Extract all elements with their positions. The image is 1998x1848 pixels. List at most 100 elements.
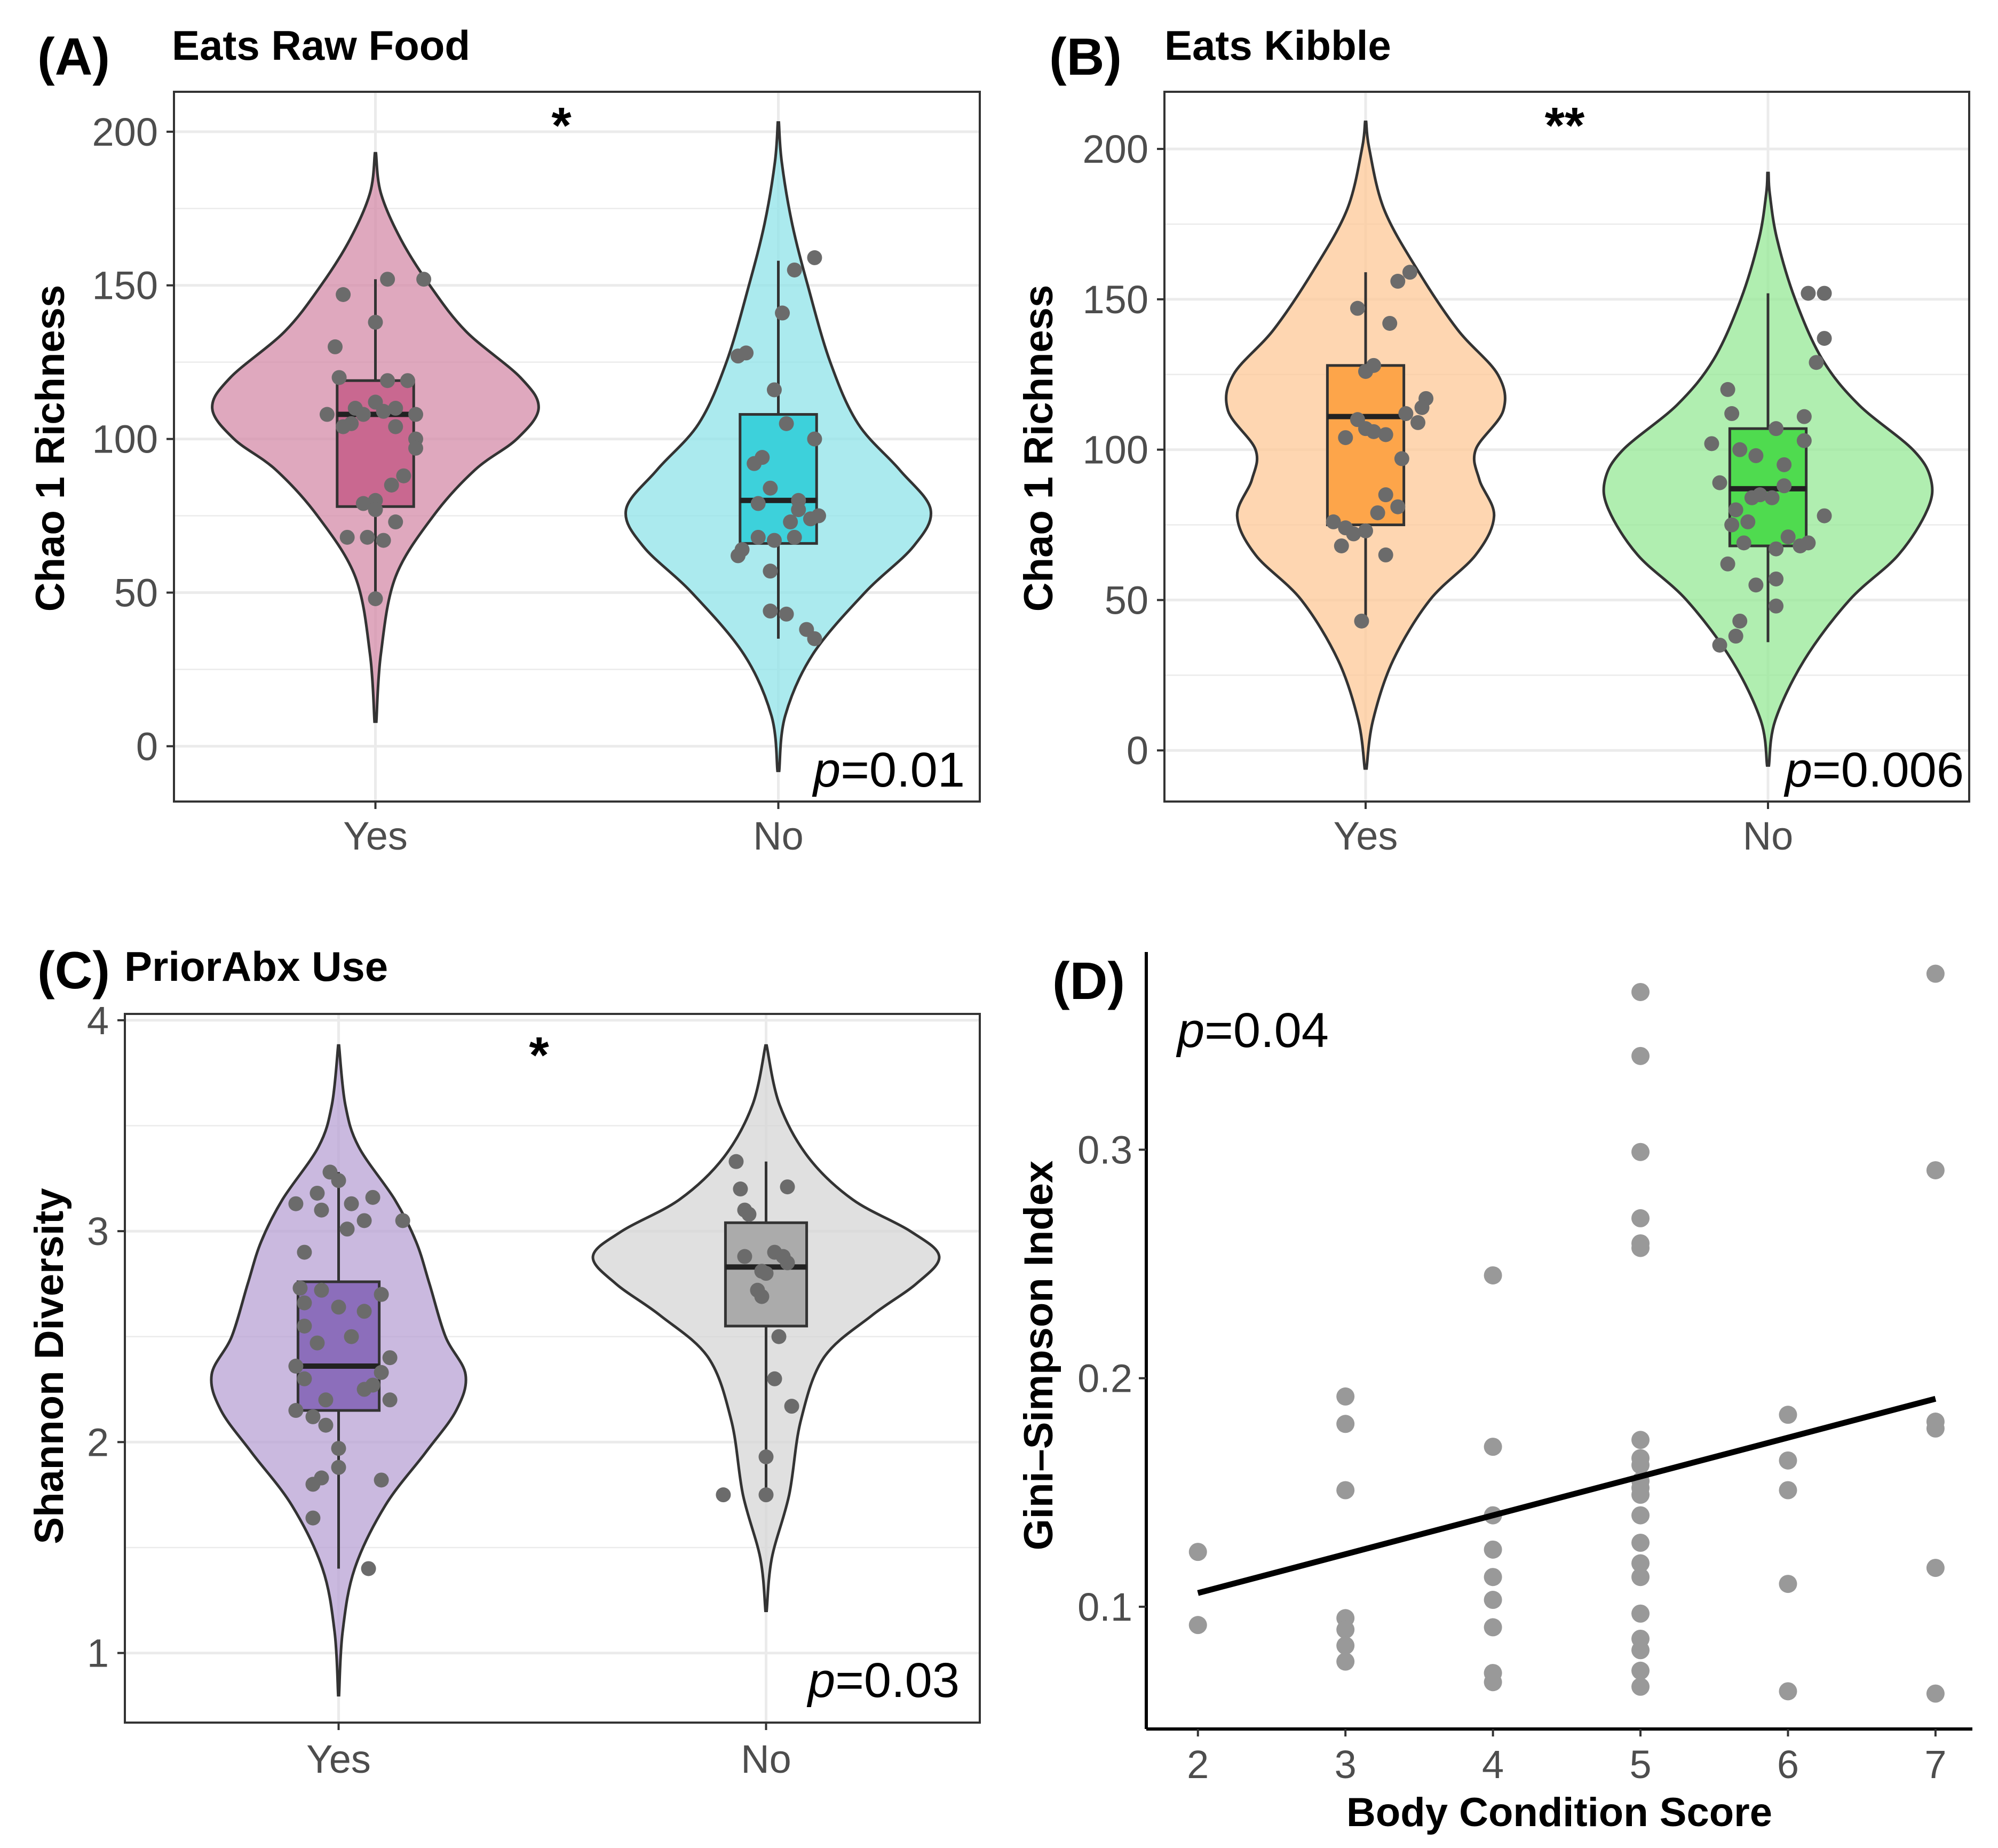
panel-a-p-number: =0.01: [841, 743, 965, 797]
panel-c-data-point: [314, 1282, 329, 1298]
panel-d-y-tick-label: 0.3: [1077, 1128, 1132, 1172]
panel-b-data-point: [1780, 529, 1796, 545]
panel-c-data-point: [339, 1222, 355, 1237]
panel-d-data-point: [1631, 1456, 1650, 1474]
panel-a-data-point: [368, 502, 383, 518]
panel-d-data-point: [1779, 1451, 1797, 1470]
panel-d-p-number: =0.04: [1204, 1003, 1329, 1058]
panel-a-marks: [173, 91, 981, 803]
panel-a-data-point: [766, 382, 782, 398]
panel-d-data-point: [1336, 1415, 1355, 1433]
panel-a-data-point: [779, 606, 794, 622]
panel-d-data-point: [1631, 1568, 1650, 1587]
panel-d: (D) Gini–Simpson Index Body Condition Sc…: [1016, 951, 1972, 1835]
panel-a-data-point: [747, 456, 762, 471]
panel-b-data-point: [1728, 502, 1743, 518]
panel-d-x-tick-label: 6: [1777, 1742, 1799, 1787]
panel-d-data-point: [1484, 1438, 1502, 1456]
panel-b-data-point: [1354, 613, 1369, 629]
panel-b-data-point: [1732, 442, 1748, 457]
panel-a-y-tick-label: 50: [114, 570, 158, 615]
panel-d-data-point: [1631, 982, 1650, 1001]
panel-d-data-point: [1926, 1419, 1945, 1438]
panel-c-data-point: [305, 1409, 321, 1424]
panel-b-data-point: [1712, 637, 1727, 653]
panel-b-data-point: [1720, 382, 1735, 397]
panel-b-data-point: [1748, 577, 1764, 593]
panel-b-p-number: =0.006: [1812, 743, 1964, 797]
panel-a-data-point: [339, 529, 355, 545]
panel-b-y-tick-label: 150: [1083, 277, 1148, 322]
panel-a-x-tick-label: No: [753, 814, 804, 858]
panel-c-data-point: [754, 1289, 770, 1304]
panel-b-data-point: [1366, 424, 1382, 439]
panel-a-data-point: [779, 416, 794, 431]
panel-d-data-point: [1631, 1486, 1650, 1504]
panel-d-data-point: [1484, 1673, 1502, 1692]
panel-c-data-point: [356, 1382, 372, 1397]
panel-c-x-tick-label: No: [741, 1737, 791, 1781]
panel-d-data-point: [1336, 1636, 1355, 1655]
panel-c-data-point: [784, 1399, 799, 1414]
panel-a-data-point: [775, 305, 790, 321]
panel-c-data-point: [297, 1295, 312, 1311]
panel-c-y-tick-label: 4: [87, 998, 109, 1043]
panel-d-x-tick-label: 4: [1482, 1742, 1504, 1787]
panel-d-data-point: [1631, 1641, 1650, 1660]
panel-c-data-point: [331, 1173, 346, 1188]
panel-a-p-label: p: [812, 743, 841, 797]
panel-a-data-point: [396, 468, 411, 483]
panel-d-data-point: [1926, 1161, 1945, 1179]
panel-a-data-point: [376, 403, 391, 419]
panel-a: (A) Eats Raw Food Chao 1 Richness * p=0.…: [28, 22, 981, 858]
panel-c-data-point: [310, 1335, 325, 1351]
panel-b-letter: (B): [1049, 27, 1122, 86]
panel-c-data-point: [728, 1154, 744, 1169]
panel-b-data-point: [1704, 436, 1719, 451]
panel-a-data-point: [731, 348, 746, 364]
panel-c-data-point: [305, 1477, 321, 1492]
panel-b-y-tick-label: 0: [1127, 728, 1148, 773]
panel-b-data-point: [1796, 433, 1812, 448]
panel-b-data-point: [1769, 598, 1784, 614]
panel-a-data-point: [787, 529, 802, 545]
panel-a-data-point: [400, 373, 415, 388]
panel-c-letter: (C): [37, 941, 110, 1000]
panel-b-data-point: [1809, 355, 1824, 370]
panel-b-p-value: p=0.006: [1783, 743, 1964, 797]
panel-d-p-value: p=0.04: [1176, 1003, 1329, 1058]
panel-c-data-point: [297, 1371, 312, 1386]
panel-d-data-point: [1631, 1143, 1650, 1161]
panel-a-data-point: [388, 514, 403, 530]
panel-a-data-point: [336, 287, 351, 302]
panel-b-data-point: [1390, 274, 1406, 289]
panel-a-data-point: [783, 514, 798, 530]
panel-b-data-point: [1414, 400, 1430, 415]
panel-c-data-point: [741, 1207, 757, 1222]
panel-b-data-point: [1732, 613, 1748, 629]
panel-a-data-point: [328, 339, 343, 354]
panel-b-data-point: [1350, 300, 1365, 316]
panel-c-data-point: [758, 1487, 774, 1503]
panel-c-significance: *: [529, 1027, 549, 1084]
panel-c-data-point: [297, 1318, 312, 1334]
panel-b-data-point: [1390, 499, 1406, 514]
panel-c-data-point: [395, 1213, 410, 1228]
panel-c-title: PriorAbx Use: [124, 943, 388, 990]
panel-b-data-point: [1326, 514, 1341, 529]
panel-c-y-tick-label: 3: [87, 1209, 109, 1254]
panel-c-p-value: p=0.03: [806, 1653, 960, 1708]
panel-c-p-number: =0.03: [835, 1653, 960, 1708]
panel-d-trend-line: [1197, 1395, 1937, 1596]
panel-b-data-point: [1801, 285, 1816, 301]
panel-a-data-point: [408, 440, 423, 456]
panel-c-y-tick-label: 1: [87, 1631, 109, 1676]
panel-c-plot-border: [124, 1013, 981, 1724]
panel-d-data-point: [1926, 1684, 1945, 1703]
panel-a-x-tick-label: Yes: [343, 814, 408, 858]
panel-a-data-point: [355, 496, 371, 511]
panel-b-p-label: p: [1783, 743, 1812, 797]
panel-d-data-point: [1631, 1209, 1650, 1227]
panel-b: (B) Eats Kibble Chao 1 Richness ** p=0.0…: [1016, 22, 1970, 858]
panel-c-data-point: [374, 1365, 389, 1380]
